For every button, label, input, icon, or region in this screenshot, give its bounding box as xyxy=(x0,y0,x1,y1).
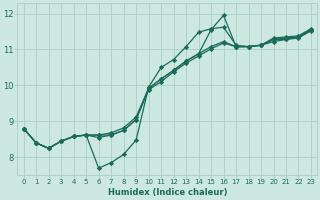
X-axis label: Humidex (Indice chaleur): Humidex (Indice chaleur) xyxy=(108,188,227,197)
